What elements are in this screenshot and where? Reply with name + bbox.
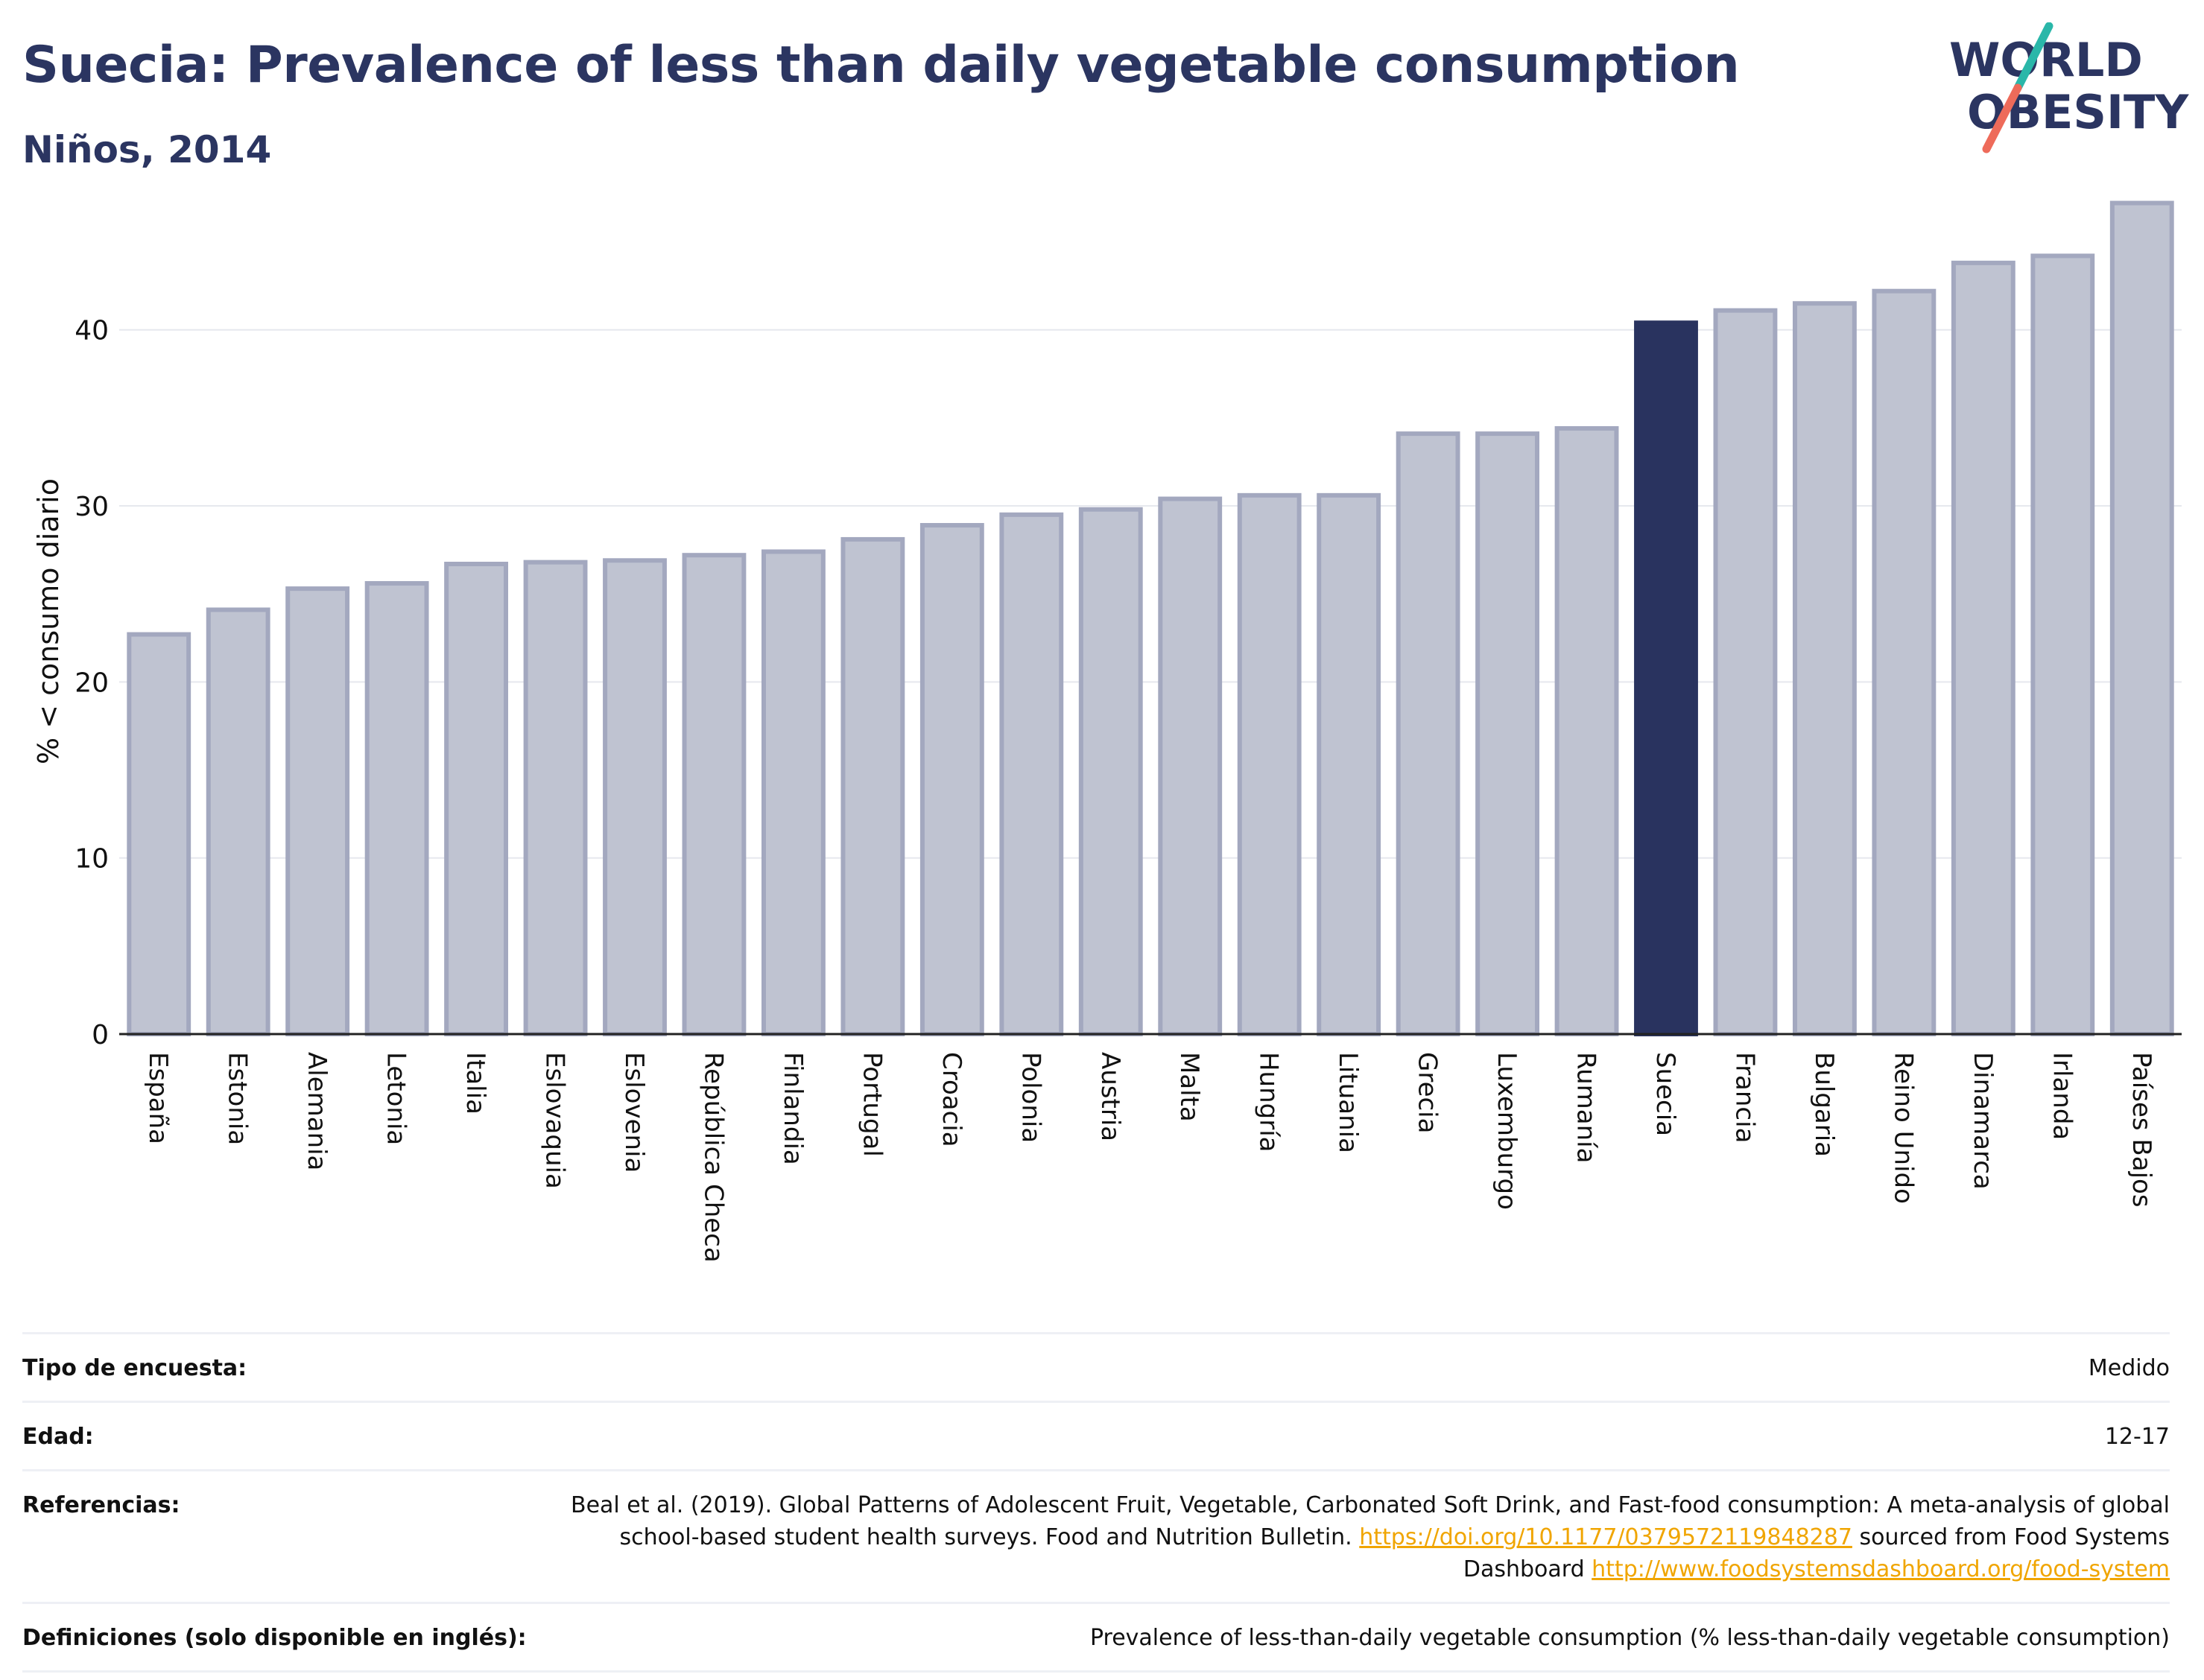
bar-república-checa bbox=[682, 553, 747, 1036]
x-tick-label: República Checa bbox=[698, 1052, 728, 1263]
x-tick-label: Letonia bbox=[381, 1052, 411, 1145]
bar-rumanía bbox=[1554, 426, 1619, 1036]
reference-text: Beal et al. (2019). Global Patterns of A… bbox=[570, 1492, 2170, 1550]
bar-reino-unido bbox=[1872, 288, 1937, 1036]
x-tick-label: Dinamarca bbox=[1968, 1052, 1998, 1190]
bar-hungría bbox=[1237, 492, 1302, 1036]
x-tick-label: Bulgaria bbox=[1809, 1052, 1839, 1157]
metadata-table: Tipo de encuesta: Medido Edad: 12-17 Ref… bbox=[22, 1332, 2170, 1673]
y-tick-label: 0 bbox=[92, 1020, 109, 1050]
meta-value: Medido bbox=[2088, 1355, 2170, 1381]
y-tick-label: 40 bbox=[75, 316, 109, 346]
meta-key: Referencias: bbox=[22, 1492, 180, 1518]
bar-polonia bbox=[999, 512, 1064, 1036]
bar-malta bbox=[1158, 496, 1223, 1036]
bar-países-bajos bbox=[2109, 200, 2174, 1036]
meta-key: Definiciones (solo disponible en inglés)… bbox=[22, 1625, 527, 1651]
bar-alemania bbox=[285, 586, 350, 1036]
doi-link[interactable]: https://doi.org/10.1177/0379572119848287 bbox=[1359, 1524, 1852, 1550]
x-tick-label: Malta bbox=[1174, 1052, 1204, 1122]
bar-finlandia bbox=[761, 549, 826, 1036]
bar-suecia bbox=[1634, 320, 1698, 1036]
bar-portugal bbox=[840, 536, 905, 1036]
bar-croacia bbox=[919, 523, 984, 1036]
logo-line-1: WORLD bbox=[1949, 33, 2143, 87]
bar-estonia bbox=[206, 607, 270, 1036]
meta-row-age: Edad: 12-17 bbox=[22, 1401, 2170, 1469]
x-tick-label: Estonia bbox=[223, 1052, 253, 1145]
y-tick-labels: 0 10 20 30 40 bbox=[75, 316, 109, 1050]
bar-luxemburgo bbox=[1475, 431, 1539, 1036]
chart-title: Suecia: Prevalence of less than daily ve… bbox=[22, 36, 1740, 95]
y-tick-label: 30 bbox=[75, 492, 109, 522]
reference-text: sourced from Food Systems Dashboard bbox=[1463, 1524, 2170, 1582]
x-tick-label: Luxemburgo bbox=[1492, 1052, 1521, 1210]
bar-austria bbox=[1078, 507, 1143, 1036]
x-tick-label: Hungría bbox=[1254, 1052, 1284, 1153]
x-tick-label: Croacia bbox=[937, 1052, 966, 1147]
x-tick-label: Suecia bbox=[1650, 1052, 1680, 1136]
x-tick-label: Alemania bbox=[302, 1052, 332, 1170]
dashboard-link[interactable]: http://www.foodsystemsdashboard.org/food… bbox=[1592, 1556, 2170, 1582]
x-tick-label: Francia bbox=[1729, 1052, 1759, 1143]
y-axis-label: % < consumo diario bbox=[32, 478, 65, 764]
bar-dinamarca bbox=[1951, 260, 2015, 1037]
world-obesity-logo: WORLD OBESITY bbox=[1949, 22, 2189, 153]
x-tick-label: Eslovenia bbox=[619, 1052, 649, 1173]
meta-row-references: Referencias: Beal et al. (2019). Global … bbox=[22, 1469, 2170, 1602]
x-tick-label: España bbox=[143, 1052, 173, 1144]
x-tick-label: Polonia bbox=[1016, 1052, 1045, 1143]
meta-key: Tipo de encuesta: bbox=[22, 1355, 247, 1381]
x-tick-label: Países Bajos bbox=[2127, 1052, 2156, 1208]
bar-chart: 0 10 20 30 40 España Estonia Alemania Letonia It… bbox=[32, 200, 2182, 1263]
meta-row-survey-type: Tipo de encuesta: Medido bbox=[22, 1332, 2170, 1401]
meta-value: Beal et al. (2019). Global Patterns of A… bbox=[531, 1489, 2170, 1585]
x-tick-labels: España Estonia Alemania Letonia Italia Eslova… bbox=[143, 1052, 2156, 1263]
x-tick-label: Italia bbox=[460, 1052, 490, 1115]
x-tick-label: Reino Unido bbox=[1888, 1052, 1918, 1204]
y-tick-label: 20 bbox=[75, 668, 109, 698]
x-tick-label: Irlanda bbox=[2047, 1052, 2077, 1140]
bar-bulgaria bbox=[1793, 301, 1857, 1037]
x-tick-label: Austria bbox=[1095, 1052, 1125, 1141]
logo-slash-coral bbox=[1982, 83, 2022, 153]
meta-row-definitions: Definiciones (solo disponible en inglés)… bbox=[22, 1602, 2170, 1673]
bar-eslovenia bbox=[603, 558, 667, 1036]
bar-francia bbox=[1713, 308, 1778, 1037]
bar-grecia bbox=[1396, 431, 1460, 1036]
bar-españa bbox=[127, 632, 191, 1036]
y-tick-label: 10 bbox=[75, 844, 109, 875]
x-tick-label: Rumanía bbox=[1571, 1052, 1601, 1163]
bar-italia bbox=[444, 562, 509, 1036]
x-tick-label: Eslovaquia bbox=[540, 1052, 570, 1189]
meta-value: Prevalence of less-than-daily vegetable … bbox=[1089, 1625, 2170, 1651]
meta-key: Edad: bbox=[22, 1424, 94, 1450]
bars bbox=[127, 200, 2174, 1037]
bar-letonia bbox=[364, 581, 429, 1036]
x-tick-label: Portugal bbox=[857, 1052, 887, 1157]
bar-eslovaquia bbox=[523, 560, 588, 1036]
x-tick-label: Lituania bbox=[1333, 1052, 1363, 1153]
logo-slash-teal bbox=[2013, 22, 2053, 92]
bar-lituania bbox=[1317, 492, 1381, 1036]
x-tick-label: Grecia bbox=[1413, 1052, 1443, 1133]
chart-subtitle: Niños, 2014 bbox=[22, 128, 272, 171]
bar-irlanda bbox=[2030, 253, 2095, 1036]
x-tick-label: Finlandia bbox=[778, 1052, 808, 1165]
meta-value: 12-17 bbox=[2104, 1424, 2170, 1450]
